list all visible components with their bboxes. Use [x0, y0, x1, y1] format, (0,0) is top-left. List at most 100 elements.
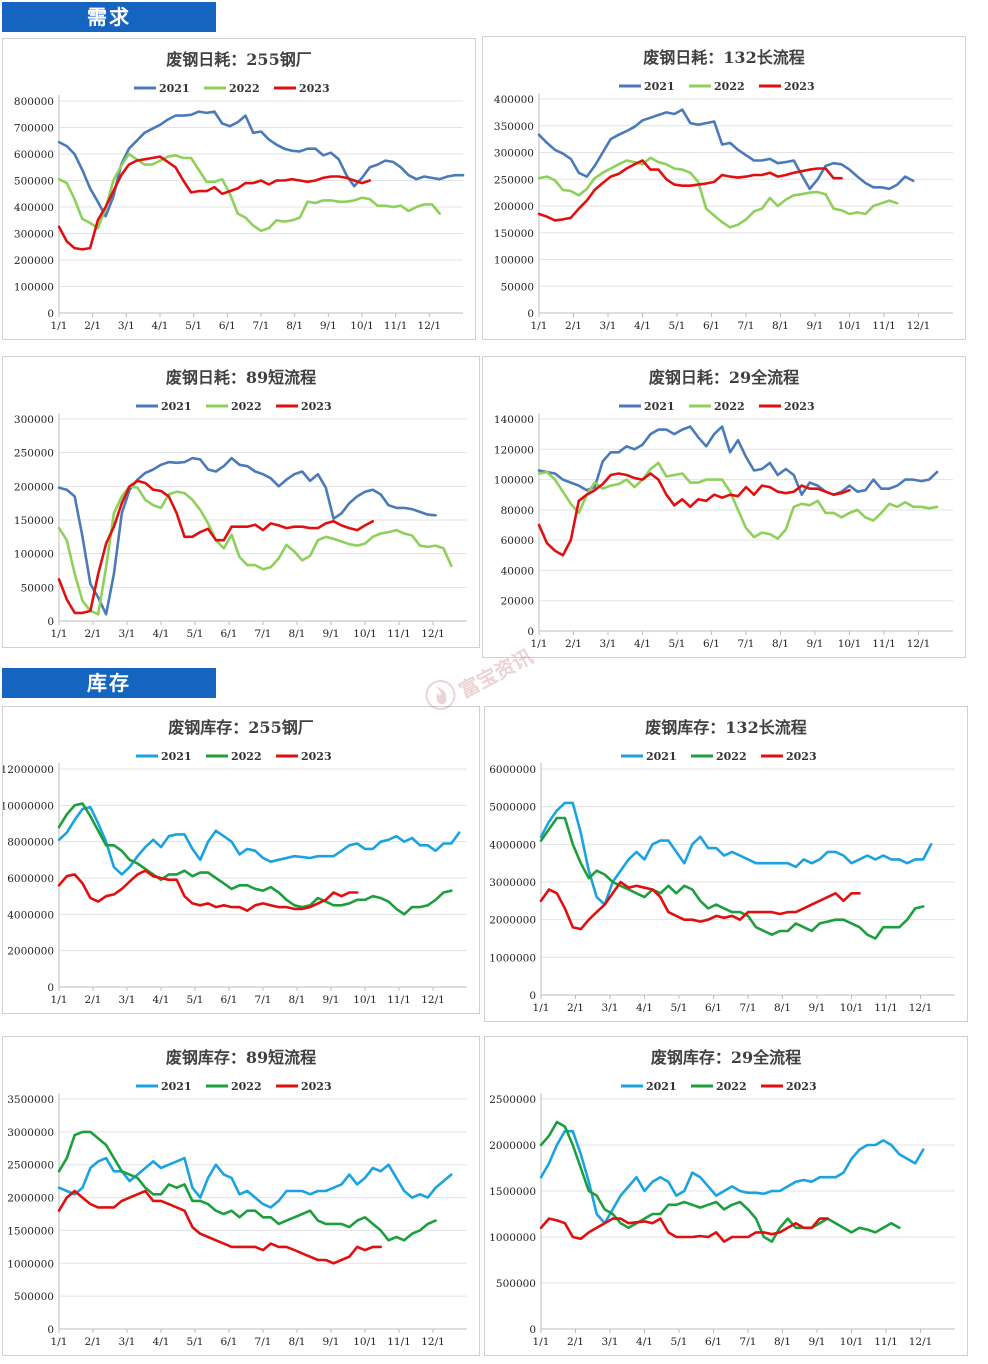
x-tick-label: 1/1 [51, 1336, 68, 1348]
y-tick-label: 2000000 [489, 915, 536, 927]
x-tick-label: 3/1 [118, 320, 135, 332]
x-tick-label: 6/1 [703, 638, 720, 650]
x-tick-label: 8/1 [774, 1002, 791, 1014]
x-tick-label: 10/1 [353, 1336, 377, 1348]
y-tick-label: 40000 [501, 565, 534, 577]
x-tick-label: 9/1 [809, 1002, 826, 1014]
legend-label-2022: 2022 [231, 1080, 262, 1093]
series-line-2023 [539, 880, 861, 931]
x-tick-label: 10/1 [353, 994, 377, 1006]
x-tick-label: 5/1 [669, 320, 686, 332]
y-tick-label: 150000 [494, 228, 534, 240]
x-tick-label: 9/1 [807, 320, 824, 332]
x-tick-label: 7/1 [738, 638, 755, 650]
y-tick-label: 100000 [494, 255, 534, 267]
x-tick-label: 10/1 [840, 1002, 864, 1014]
y-tick-label: 50000 [21, 582, 54, 594]
y-tick-label: 6000000 [489, 764, 536, 776]
x-tick-label: 12/1 [421, 1336, 445, 1348]
x-tick-label: 2/1 [85, 628, 102, 640]
y-tick-label: 60000 [501, 535, 534, 547]
y-tick-label: 600000 [14, 149, 54, 161]
x-tick-label: 5/1 [671, 1002, 688, 1014]
x-tick-label: 12/1 [421, 628, 445, 640]
y-tick-label: 80000 [501, 505, 534, 517]
y-tick-label: 1500000 [7, 1225, 54, 1237]
x-tick-label: 1/1 [51, 320, 68, 332]
y-tick-label: 8000000 [7, 837, 54, 849]
series-line-2022 [57, 485, 453, 616]
legend-label-2022: 2022 [231, 750, 262, 763]
y-tick-label: 100000 [494, 475, 534, 487]
x-tick-label: 9/1 [323, 994, 340, 1006]
y-tick-label: 20000 [501, 596, 534, 608]
y-tick-label: 350000 [494, 121, 534, 133]
x-tick-label: 3/1 [600, 320, 617, 332]
y-tick-label: 50000 [501, 281, 534, 293]
y-tick-label: 4000000 [7, 909, 54, 921]
legend-label-2022: 2022 [714, 80, 745, 93]
x-tick-label: 10/1 [838, 320, 862, 332]
watermark-text: 富宝资讯 [454, 644, 537, 703]
series-line-2023 [537, 159, 843, 222]
y-tick-label: 300000 [14, 414, 54, 426]
x-tick-label: 1/1 [51, 994, 68, 1006]
chart-title: 废钢日耗：132长流程 [643, 48, 804, 67]
chart-title: 废钢库存：89短流程 [166, 1048, 316, 1067]
chart-inventory-89: 废钢库存：89短流程 2021 2022 2023 0 500000 1000000 1500… [7, 1048, 467, 1348]
chart-title: 废钢库存：255钢厂 [168, 718, 313, 737]
x-tick-label: 8/1 [774, 1336, 791, 1348]
x-tick-label: 7/1 [740, 1336, 757, 1348]
y-tick-label: 1500000 [489, 1186, 536, 1198]
x-tick-label: 8/1 [772, 638, 789, 650]
y-tick-label: 500000 [14, 1291, 54, 1303]
x-tick-label: 5/1 [671, 1336, 688, 1348]
legend-label-2021: 2021 [159, 82, 190, 95]
series-line-2022 [537, 156, 899, 229]
y-tick-label: 250000 [494, 174, 534, 186]
y-tick-label: 5000000 [489, 802, 536, 814]
x-tick-label: 4/1 [153, 628, 170, 640]
x-tick-label: 4/1 [152, 320, 169, 332]
x-tick-label: 5/1 [185, 320, 202, 332]
x-tick-label: 12/1 [909, 1336, 933, 1348]
x-tick-label: 12/1 [421, 994, 445, 1006]
legend-label-2023: 2023 [786, 750, 817, 763]
x-tick-label: 11/1 [872, 638, 896, 650]
x-tick-label: 4/1 [153, 994, 170, 1006]
y-tick-label: 3500000 [7, 1094, 54, 1106]
x-tick-label: 10/1 [838, 638, 862, 650]
legend-label-2021: 2021 [646, 1080, 677, 1093]
chart-demand-255: 废钢日耗：255钢厂 2021 2022 2023 0 100000 200000 30000… [14, 50, 465, 332]
y-tick-label: 300000 [14, 229, 54, 241]
series-line-2022 [57, 152, 442, 233]
x-tick-label: 5/1 [669, 638, 686, 650]
y-tick-label: 0 [47, 308, 54, 320]
series-line-2022 [539, 816, 925, 940]
legend-label-2021: 2021 [644, 80, 675, 93]
series-line-2021 [57, 805, 461, 876]
x-tick-label: 9/1 [323, 1336, 340, 1348]
legend-label-2022: 2022 [229, 82, 260, 95]
y-tick-label: 0 [527, 308, 534, 320]
x-tick-label: 2/1 [565, 320, 582, 332]
series-line-2021 [57, 110, 465, 218]
legend-label-2022: 2022 [716, 1080, 747, 1093]
legend-label-2023: 2023 [301, 1080, 332, 1093]
y-tick-label: 2500000 [7, 1160, 54, 1172]
series-line-2022 [57, 802, 453, 916]
x-tick-label: 5/1 [187, 994, 204, 1006]
x-tick-label: 5/1 [187, 628, 204, 640]
x-tick-label: 2/1 [85, 994, 102, 1006]
x-tick-label: 5/1 [187, 1336, 204, 1348]
legend-label-2021: 2021 [644, 400, 675, 413]
y-tick-label: 400000 [14, 202, 54, 214]
x-tick-label: 3/1 [119, 628, 136, 640]
x-tick-label: 8/1 [289, 1336, 306, 1348]
chart-title: 废钢库存：29全流程 [651, 1048, 801, 1067]
y-tick-label: 6000000 [7, 873, 54, 885]
series-line-2021 [57, 456, 437, 616]
x-tick-label: 12/1 [907, 638, 931, 650]
section-header-demand: 需求 [2, 2, 216, 32]
x-tick-label: 9/1 [809, 1336, 826, 1348]
